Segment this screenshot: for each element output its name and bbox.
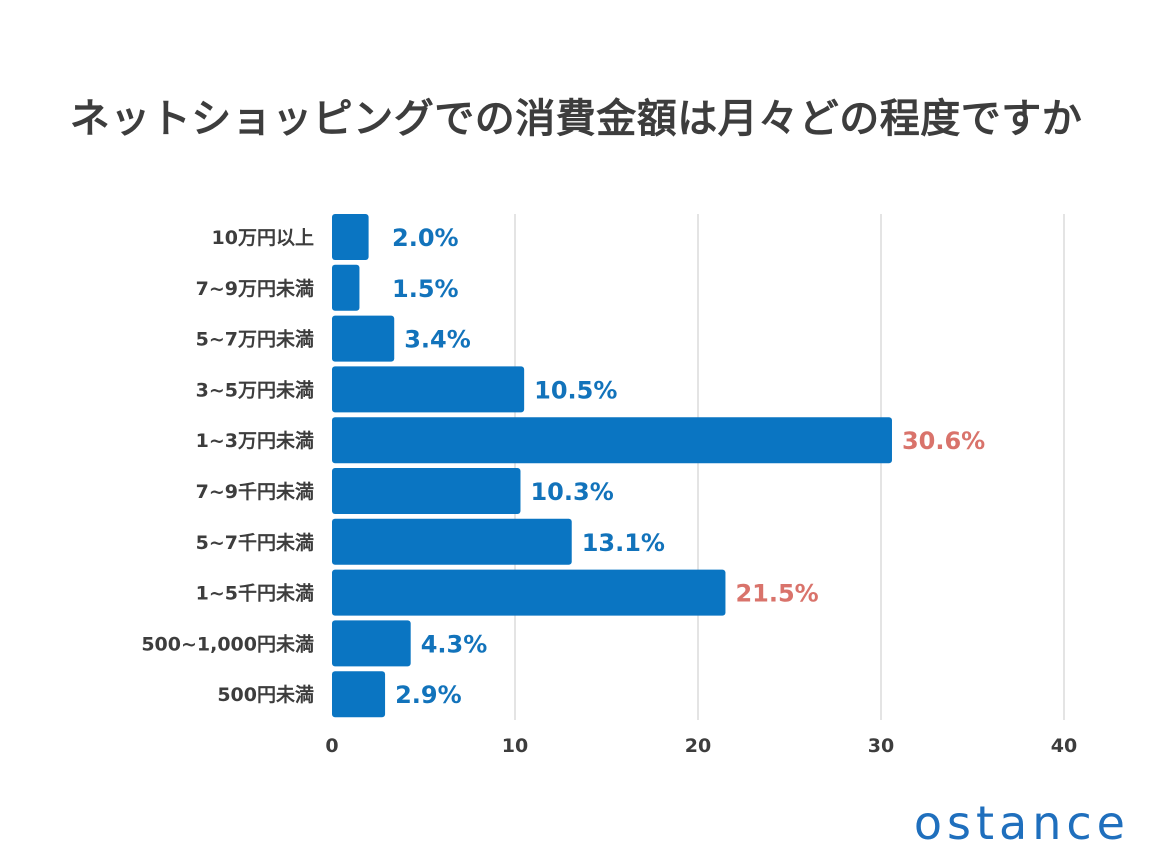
x-tick-label: 20 xyxy=(685,735,711,757)
x-tick-label: 10 xyxy=(502,735,528,757)
category-label: 500~1,000円未満 xyxy=(141,632,314,655)
value-label: 13.1% xyxy=(582,529,665,557)
bar xyxy=(332,518,572,565)
category-label: 10万円以上 xyxy=(212,227,314,249)
chart-title: ネットショッピングでの消費金額は月々どの程度ですか xyxy=(69,96,1083,142)
category-label: 3~5万円未満 xyxy=(196,378,314,401)
value-label: 2.9% xyxy=(395,681,462,709)
x-tick-label: 0 xyxy=(325,735,338,757)
category-label: 7~9千円未満 xyxy=(196,480,314,503)
value-label: 4.3% xyxy=(421,630,488,658)
bar xyxy=(332,315,395,362)
category-label: 1~3万円未満 xyxy=(196,429,314,452)
grid-layer xyxy=(514,214,1065,720)
value-label: 2.0% xyxy=(392,224,459,252)
label-layer: 0 10 20 30 40 10万円以上 2.0% 7~9万円未満 1.5% 5~7万円未満 3.4… xyxy=(141,224,1077,757)
bar xyxy=(332,417,892,464)
bar xyxy=(332,366,525,413)
bar-layer xyxy=(332,214,892,718)
category-label: 5~7万円未満 xyxy=(196,328,314,351)
value-label: 10.5% xyxy=(534,376,617,404)
x-tick-label: 40 xyxy=(1051,735,1077,757)
value-label: 30.6% xyxy=(902,427,985,455)
value-label: 10.3% xyxy=(530,478,613,506)
ostance-logo: ostance xyxy=(913,796,1130,850)
value-label: 21.5% xyxy=(735,580,818,608)
bar xyxy=(332,264,360,311)
value-label: 1.5% xyxy=(392,275,459,303)
x-tick-label: 30 xyxy=(868,735,894,757)
bar xyxy=(332,468,521,514)
category-label: 500円未満 xyxy=(217,683,314,706)
category-label: 1~5千円未満 xyxy=(196,582,314,605)
value-label: 3.4% xyxy=(404,326,471,354)
bar xyxy=(332,214,369,260)
bar xyxy=(332,671,386,718)
category-label: 7~9万円未満 xyxy=(196,277,314,300)
category-label: 5~7千円未満 xyxy=(196,531,314,554)
bar xyxy=(332,569,726,616)
bar xyxy=(332,620,411,667)
